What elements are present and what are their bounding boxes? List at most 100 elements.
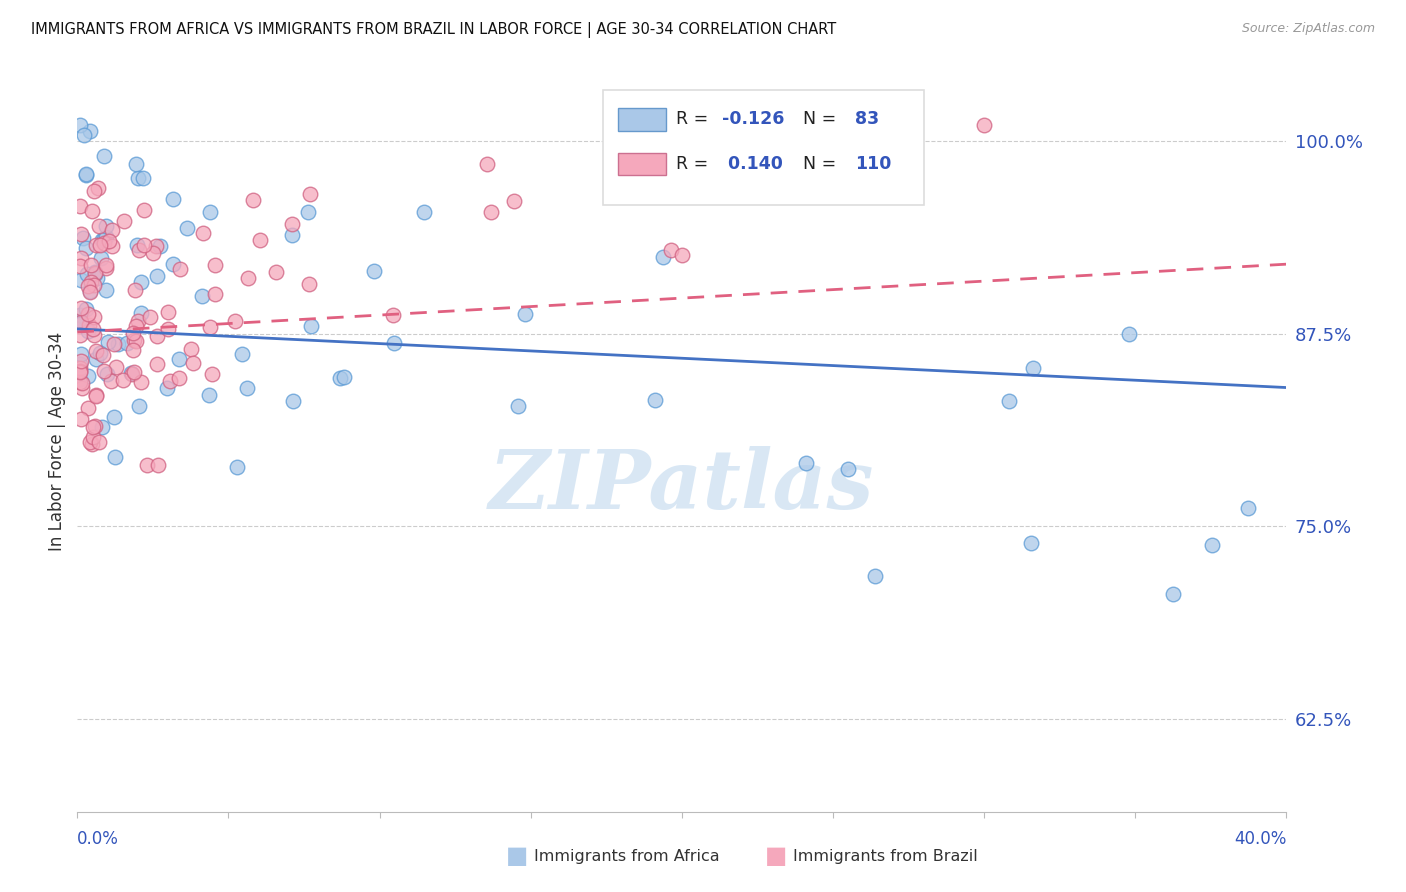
Text: ■: ■ [765,845,787,868]
Point [70,353,93,368]
Text: N =: N = [803,111,842,128]
Point [70,273,93,287]
Point [1201,538,1223,552]
Point [382,335,405,350]
Point [70,251,93,265]
Point [112,214,135,228]
Point [299,319,322,334]
Point [298,277,321,291]
Point [131,170,153,185]
Point [204,258,226,272]
Point [100,238,122,252]
Point [83,327,105,342]
Point [193,226,215,240]
Point [159,374,181,388]
Point [145,239,167,253]
Point [86,271,108,285]
Point [69,372,91,386]
Point [363,264,385,278]
Point [91,419,114,434]
Point [162,256,184,270]
Point [413,205,436,219]
Point [129,275,152,289]
Point [124,283,146,297]
Point [643,119,665,133]
Point [503,194,526,209]
Point [104,450,127,465]
Point [124,318,146,333]
Point [820,119,842,133]
Text: Immigrants from Brazil: Immigrants from Brazil [793,849,977,863]
Point [77,368,100,383]
Point [156,305,179,319]
Point [82,420,104,434]
Text: 83: 83 [855,111,879,128]
Point [685,119,707,133]
Point [264,265,287,279]
Point [146,269,169,284]
Point [69,357,91,371]
Point [156,381,179,395]
Point [127,171,149,186]
Point [69,317,91,331]
Point [1022,361,1045,376]
Text: -0.126: -0.126 [721,111,785,128]
Point [280,227,302,242]
Point [1118,327,1140,342]
Point [298,186,321,201]
Point [105,359,128,374]
Point [75,167,97,181]
Text: 40.0%: 40.0% [1234,830,1286,848]
Point [94,261,117,276]
Point [69,119,91,133]
Point [125,157,148,171]
Point [180,342,202,356]
Text: R =: R = [676,111,714,128]
Point [79,285,101,300]
Point [281,217,304,231]
Point [169,261,191,276]
Point [94,258,117,272]
Point [69,199,91,213]
Point [79,318,101,333]
Point [103,336,125,351]
Point [77,307,100,321]
Point [242,193,264,207]
Point [82,322,104,336]
Point [84,344,107,359]
Point [93,149,115,163]
Point [69,365,91,379]
Point [72,376,94,391]
Point [69,327,91,342]
Point [96,229,118,244]
Point [80,204,103,219]
Point [1019,536,1042,550]
Point [204,287,226,301]
Point [382,308,405,322]
Point [75,241,97,255]
Point [122,365,145,379]
Point [91,348,114,362]
Point [93,235,115,250]
Point [70,227,93,241]
Point [845,119,868,133]
Point [112,373,135,387]
Point [1161,587,1184,601]
Text: N =: N = [803,155,842,173]
Text: ZIPatlas: ZIPatlas [489,446,875,526]
Point [121,326,143,340]
Point [226,460,249,475]
Point [146,458,169,472]
Bar [617,109,666,130]
Point [69,314,91,328]
Point [82,430,104,444]
Point [89,435,111,450]
Point [329,371,352,385]
Point [93,364,115,378]
Point [83,310,105,324]
Point [107,337,129,351]
Point [79,258,101,272]
Point [70,315,93,329]
Point [281,394,304,409]
Point [69,301,91,315]
